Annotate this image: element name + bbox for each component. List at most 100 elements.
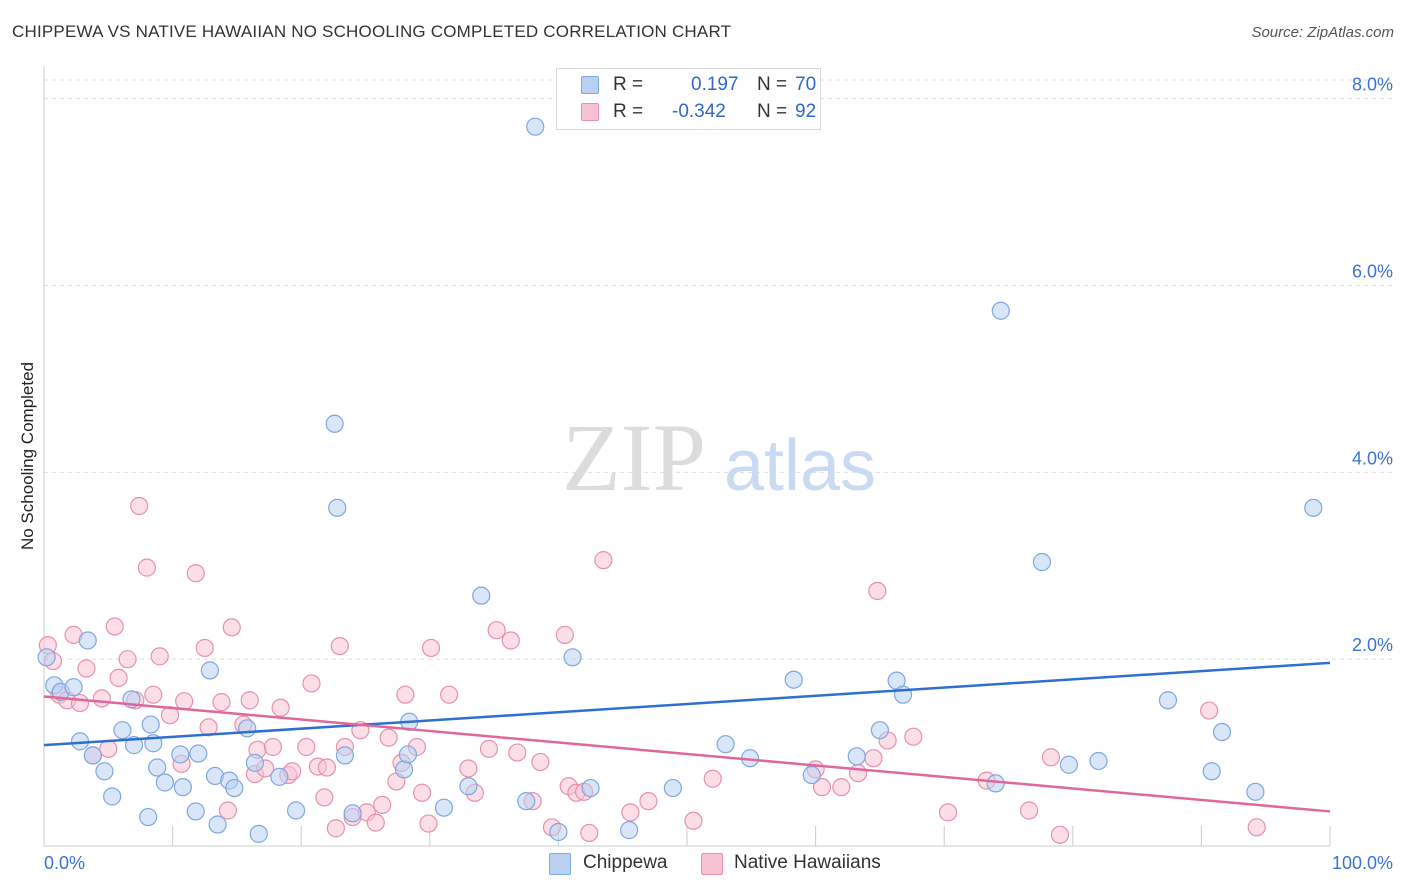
chippewa-point <box>870 721 890 740</box>
chippewa-point <box>620 821 639 840</box>
chippewa-point <box>1246 782 1265 801</box>
chippewa-point <box>325 414 344 433</box>
chippewa-point <box>225 778 244 798</box>
hawaiian-point <box>218 801 237 820</box>
r-value: -0.342 <box>672 101 726 122</box>
chippewa-point <box>186 802 205 821</box>
n-value: 70 <box>795 74 817 95</box>
chippewa-point <box>1202 762 1221 781</box>
hawaiian-point <box>302 674 321 693</box>
r-label: R = <box>613 74 644 95</box>
hawaiian-point <box>366 813 385 832</box>
chippewa-point <box>802 765 821 785</box>
chippewa-point <box>398 745 418 764</box>
hawaiian-point <box>555 625 574 644</box>
hawaiian-point <box>1247 818 1266 837</box>
chippewa-point <box>249 824 268 843</box>
hawaiian-point <box>118 650 137 669</box>
hawaiian-point <box>439 685 459 704</box>
x-tick-label: 0.0% <box>44 853 85 873</box>
chippewa-point <box>459 777 478 796</box>
hawaiian-point <box>639 792 658 811</box>
chippewa-point <box>991 301 1010 320</box>
hawaiians-swatch <box>581 103 599 121</box>
hawaiian-point <box>1019 801 1039 820</box>
hawaiian-point <box>186 564 205 583</box>
chippewa-swatch <box>549 853 571 875</box>
n-label: N = <box>757 74 788 95</box>
n-label: N = <box>757 101 788 122</box>
hawaiian-point <box>421 638 441 658</box>
hawaiian-point <box>240 691 259 710</box>
chippewa-point <box>1158 691 1178 710</box>
chippewa-point <box>784 670 803 689</box>
source-label: Source: ZipAtlas.com <box>1251 24 1394 41</box>
legend-label-chippewa: Chippewa <box>583 852 668 873</box>
hawaiian-point <box>1200 701 1219 720</box>
chippewa-point <box>155 773 174 792</box>
hawaiian-point <box>195 638 214 658</box>
hawaiian-trend-line <box>43 695 1331 813</box>
chippewa-point <box>189 744 208 763</box>
chippewa-trend-line <box>43 661 1331 747</box>
hawaiian-point <box>317 758 337 777</box>
chippewa-point <box>113 721 132 740</box>
chippewa-swatch <box>581 76 599 94</box>
chippewa-point <box>83 746 102 765</box>
hawaiian-point <box>594 551 613 570</box>
r-value: 0.197 <box>691 74 739 95</box>
hawaiian-point <box>326 819 346 838</box>
y-tick-label: 2.0% <box>1352 635 1393 655</box>
chippewa-point <box>1032 552 1052 572</box>
chippewa-point <box>103 787 122 806</box>
hawaiian-point <box>508 743 527 762</box>
chippewa-point <box>434 798 454 817</box>
chippewa-point <box>1059 755 1079 774</box>
chippewa-point <box>986 774 1005 793</box>
hawaiian-point <box>580 823 599 843</box>
chippewa-point <box>472 586 491 605</box>
y-tick-label: 8.0% <box>1352 75 1393 95</box>
hawaiian-point <box>703 769 722 788</box>
chippewa-point <box>139 807 158 827</box>
chippewa-point <box>286 801 306 820</box>
chippewa-point <box>581 778 600 798</box>
hawaiian-point <box>70 693 90 713</box>
hawaiian-point <box>904 727 923 746</box>
hawaiian-point <box>848 764 868 783</box>
y-tick-label: 4.0% <box>1352 448 1393 468</box>
hawaiian-point <box>479 739 499 758</box>
chippewa-point <box>549 822 568 842</box>
hawaiians-swatch <box>701 853 723 875</box>
chippewa-point <box>343 804 362 823</box>
hawaiian-point <box>812 778 832 797</box>
r-label: R = <box>613 101 644 122</box>
chippewa-point <box>64 678 83 697</box>
watermark: ZIP atlas <box>562 404 876 511</box>
chippewa-point <box>245 753 265 772</box>
hawaiian-point <box>77 659 96 678</box>
hawaiian-point <box>531 752 550 772</box>
hawaiian-point <box>199 718 218 737</box>
chart-title: CHIPPEWA VS NATIVE HAWAIIAN NO SCHOOLING… <box>12 22 732 41</box>
hawaiian-point <box>938 803 958 822</box>
hawaiian-point <box>144 685 163 704</box>
chippewa-point <box>141 715 160 734</box>
hawaiian-point <box>419 814 438 833</box>
chippewa-point <box>335 746 355 765</box>
hawaiian-point <box>868 581 887 601</box>
chippewa-point <box>526 117 545 136</box>
watermark-zip: ZIP <box>562 404 706 511</box>
tick-labels: 2.0% 4.0% 6.0% 8.0% 0.0% 100.0% <box>44 75 1393 873</box>
watermark-atlas: atlas <box>724 426 876 506</box>
legend-label-hawaiians: Native Hawaiians <box>734 852 881 873</box>
hawaiian-point <box>684 811 703 830</box>
chippewa-point <box>171 745 190 764</box>
hawaiian-point <box>130 496 149 516</box>
hawaiian-point <box>222 618 241 637</box>
series-chippewa <box>37 117 1323 843</box>
hawaiian-point <box>315 788 334 807</box>
hawaiian-point <box>459 759 478 778</box>
chippewa-point <box>716 735 735 754</box>
